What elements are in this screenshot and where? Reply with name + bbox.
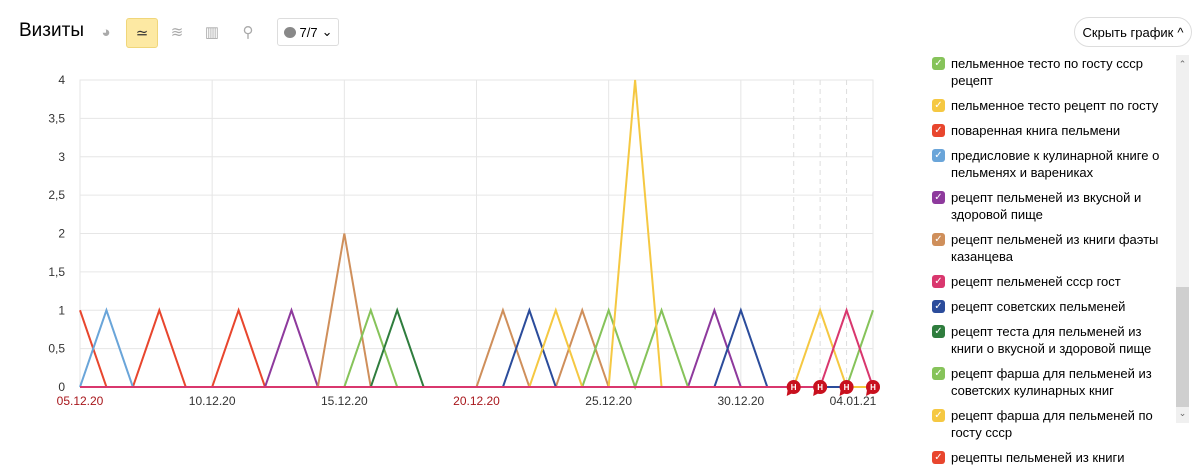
legend-item[interactable]: ✓ пельменное тесто рецепт по госту [932,97,1172,114]
checkbox-icon[interactable]: ✓ [932,57,945,70]
holiday-marker-label: Н [817,383,823,392]
legend-label: пельменное тесто по госту ссср рецепт [951,55,1172,89]
checkbox-icon[interactable]: ✓ [932,191,945,204]
legend-item[interactable]: ✓ рецепт фарша для пельменей по госту ссс… [932,407,1172,441]
legend-item[interactable]: ✓ предисловие к кулинарной книге о пельме… [932,147,1172,181]
x-tick-label: 20.12.20 [453,394,500,408]
x-tick-label: 25.12.20 [585,394,632,408]
legend-item[interactable]: ✓ рецепт теста для пельменей из книги о в… [932,323,1172,357]
legend-label: рецепт фарша для пельменей по госту ссср [951,407,1172,441]
line-chart: 0 0,5 1 1,5 2 2,5 3 3,5 4 05.12.20 10.12.20 15.12.2… [0,0,920,437]
x-tick-label: 15.12.20 [321,394,368,408]
legend-item[interactable]: ✓ рецепт пельменей из книги фаэты казанце… [932,231,1172,265]
legend: ✓ пельменное тесто по госту ссср рецепт ✓ п… [932,55,1172,474]
checkbox-icon[interactable]: ✓ [932,300,945,313]
y-tick-label: 3 [58,150,65,164]
checkbox-icon[interactable]: ✓ [932,149,945,162]
legend-label: рецепт советских пельменей [951,298,1125,315]
legend-item[interactable]: ✓ рецепт советских пельменей [932,298,1172,315]
hide-chart-button[interactable]: Скрыть график^ [1074,17,1192,47]
x-tick-label: 30.12.20 [717,394,764,408]
y-tick-label: 2 [58,227,65,241]
y-tick-label: 3,5 [48,111,65,125]
legend-label: рецепт фарша для пельменей из советских … [951,365,1172,399]
hide-chart-label: Скрыть график [1083,25,1174,40]
checkbox-icon[interactable]: ✓ [932,124,945,137]
y-tick-label: 0 [58,380,65,394]
checkbox-icon[interactable]: ✓ [932,409,945,422]
legend-item[interactable]: ✓ рецепт пельменей ссср гост [932,273,1172,290]
legend-item[interactable]: ✓ рецепты пельменей из книги [932,449,1172,466]
legend-label: рецепт пельменей из книги фаэты казанцев… [951,231,1172,265]
checkbox-icon[interactable]: ✓ [932,325,945,338]
scroll-down-icon[interactable]: ⌄ [1176,408,1189,419]
legend-item[interactable]: ✓ пельменное тесто по госту ссср рецепт [932,55,1172,89]
legend-item[interactable]: ✓ рецепт пельменей из вкусной и здоровой … [932,189,1172,223]
y-tick-label: 1,5 [48,265,65,279]
holiday-marker-label: Н [844,383,850,392]
checkbox-icon[interactable]: ✓ [932,275,945,288]
legend-label: рецепт пельменей из вкусной и здоровой п… [951,189,1172,223]
x-tick-label: 05.12.20 [57,394,104,408]
legend-item[interactable]: ✓ рецепт фарша для пельменей из советских… [932,365,1172,399]
legend-label: поваренная книга пельмени [951,122,1120,139]
y-tick-label: 4 [58,73,65,87]
legend-label: рецепт теста для пельменей из книги о вк… [951,323,1172,357]
legend-label: рецепт пельменей ссср гост [951,273,1121,290]
checkbox-icon[interactable]: ✓ [932,367,945,380]
y-tick-label: 1 [58,303,65,317]
x-tick-label: 10.12.20 [189,394,236,408]
holiday-marker-label: Н [870,383,876,392]
holiday-marker-label: Н [791,383,797,392]
checkbox-icon[interactable]: ✓ [932,233,945,246]
legend-item[interactable]: ✓ поваренная книга пельмени [932,122,1172,139]
checkbox-icon[interactable]: ✓ [932,451,945,464]
scroll-up-icon[interactable]: ⌃ [1176,59,1189,70]
legend-scrollbar[interactable]: ⌃⌄ [1176,55,1189,423]
scrollbar-thumb[interactable] [1176,287,1189,407]
legend-label: рецепты пельменей из книги [951,449,1125,466]
legend-label: предисловие к кулинарной книге о пельмен… [951,147,1172,181]
legend-label: пельменное тесто рецепт по госту [951,97,1158,114]
y-tick-label: 0,5 [48,342,65,356]
chevron-up-icon: ^ [1177,25,1183,40]
checkbox-icon[interactable]: ✓ [932,99,945,112]
y-tick-label: 2,5 [48,188,65,202]
x-tick-label: 04.01.21 [830,394,877,408]
